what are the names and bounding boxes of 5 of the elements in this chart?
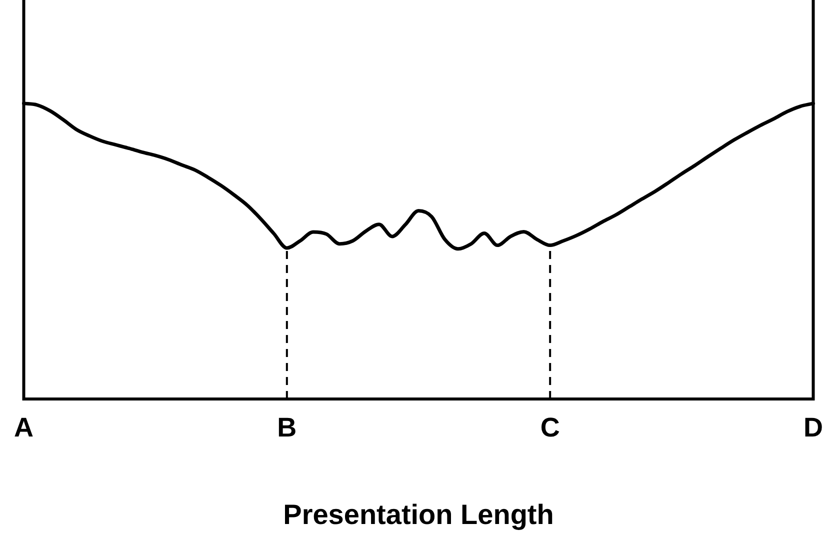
x-axis-title: Presentation Length <box>283 498 554 530</box>
x-tick-label: B <box>277 412 297 443</box>
x-tick-label: A <box>14 412 34 443</box>
x-tick-label: C <box>540 412 560 443</box>
x-tick-label: D <box>804 412 823 443</box>
